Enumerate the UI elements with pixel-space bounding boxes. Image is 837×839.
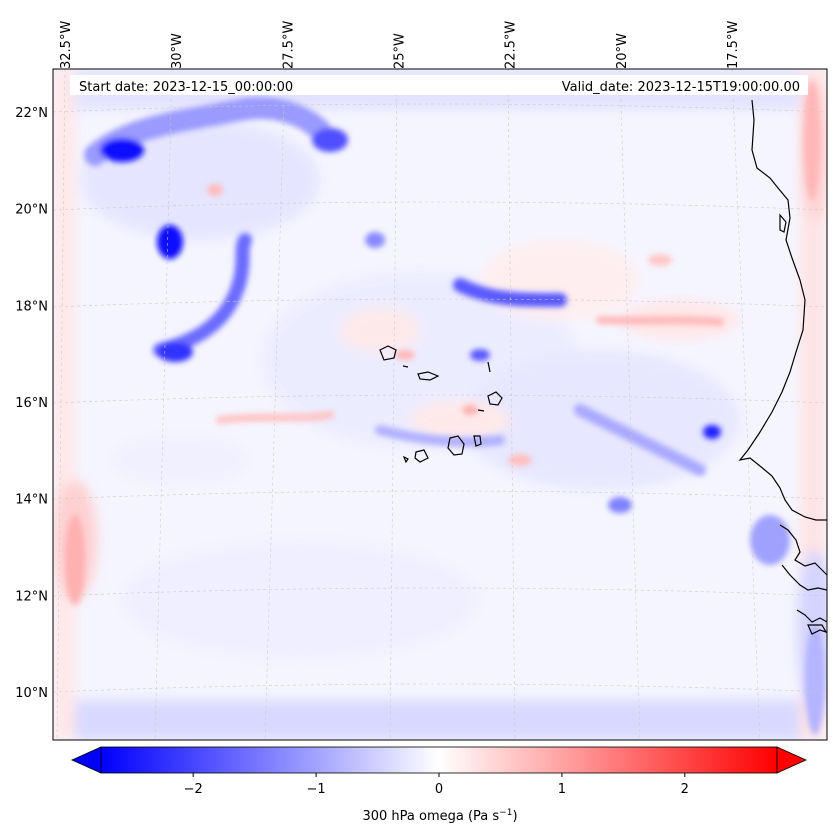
lat-tick-label: 22°N <box>15 106 48 121</box>
colorbar-low-extension <box>71 746 102 774</box>
colorbar-tick-label: 2 <box>681 782 689 797</box>
lon-tick-label: 25°W <box>393 33 408 69</box>
omega-field-features <box>65 80 825 735</box>
lon-tick-label: 32.5°W <box>59 21 74 69</box>
africa-coastline <box>738 99 827 521</box>
valid-date-label: Valid_date: 2023-12-15T19:00:00.00 <box>562 80 800 95</box>
lat-tick-label: 20°N <box>15 203 48 218</box>
lat-tick-label: 10°N <box>15 686 48 701</box>
map-panel <box>53 69 827 740</box>
colorbar-tick-label: 1 <box>558 782 566 797</box>
colorbar-gradient <box>100 746 778 774</box>
start-date-label: Start date: 2023-12-15_00:00:00 <box>79 80 293 95</box>
lon-tick-label: 30°W <box>170 33 185 69</box>
longitude-tick-labels: 32.5°W 30°W 27.5°W 25°W 22.5°W 20°W 17.5°W <box>59 21 741 69</box>
colorbar-ticks: −2 −1 0 1 2 <box>184 773 689 797</box>
graticule <box>53 69 827 740</box>
lon-tick-label: 17.5°W <box>726 21 741 69</box>
lon-tick-label: 20°W <box>615 33 630 69</box>
lat-tick-label: 16°N <box>15 396 48 411</box>
lon-tick-label: 27.5°W <box>281 21 296 69</box>
map-frame <box>52 68 828 741</box>
colorbar-tick-label: −2 <box>184 782 203 797</box>
lat-tick-label: 18°N <box>15 299 48 314</box>
cape-verde-islands <box>379 345 397 361</box>
colorbar: −2 −1 0 1 2 300 hPa omega (Pa s−1) <box>71 746 807 824</box>
colorbar-tick-label: 0 <box>435 782 443 797</box>
coastlines <box>379 99 827 635</box>
lat-tick-label: 14°N <box>15 493 48 508</box>
lat-tick-label: 12°N <box>15 589 48 604</box>
colorbar-label: 300 hPa omega (Pa s−1) <box>362 808 517 824</box>
colorbar-high-extension <box>776 746 807 774</box>
header-band <box>70 75 808 95</box>
latitude-tick-labels: 22°N 20°N 18°N 16°N 14°N 12°N 10°N <box>15 106 48 701</box>
lon-tick-label: 22.5°W <box>504 21 519 69</box>
colorbar-tick-label: −1 <box>307 782 326 797</box>
